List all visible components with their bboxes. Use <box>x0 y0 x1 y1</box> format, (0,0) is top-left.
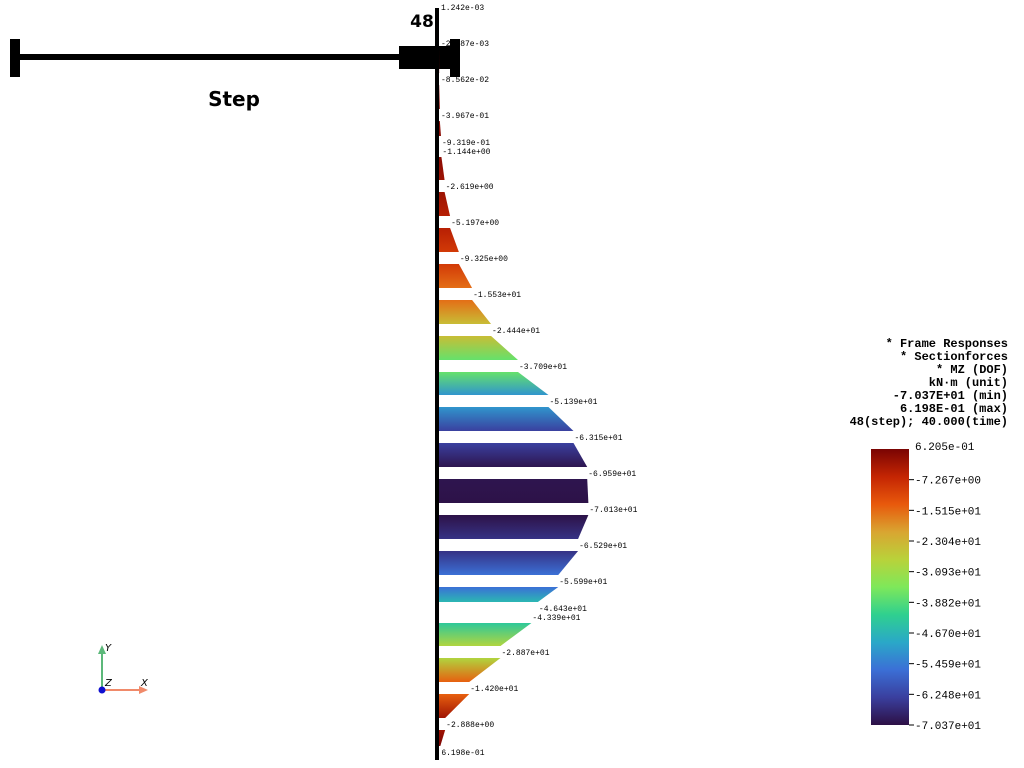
force-band <box>439 372 549 395</box>
value-label: -2.444e+01 <box>492 327 540 336</box>
value-label: 6.198e-01 <box>441 749 484 758</box>
force-band <box>439 121 441 136</box>
x-label: X <box>140 678 149 689</box>
force-band <box>439 658 501 682</box>
slider-knob[interactable] <box>399 46 455 69</box>
legend-title: * Sectionforces <box>900 350 1008 364</box>
colorbar-label: 6.205e-01 <box>915 442 975 454</box>
force-band <box>439 407 574 431</box>
value-label: -9.319e-01 <box>442 139 490 148</box>
value-label: -1.553e+01 <box>473 291 521 300</box>
colorbar-label: -7.037e+01 <box>915 721 981 733</box>
colorbar-label: -6.248e+01 <box>915 690 981 702</box>
y-arrow <box>98 645 106 654</box>
colorbar-label: -3.882e+01 <box>915 598 981 610</box>
colorbar-label: -3.093e+01 <box>915 568 981 580</box>
value-label: -1.420e+01 <box>470 685 518 694</box>
value-label: -6.529e+01 <box>579 542 627 551</box>
colorbar <box>871 449 909 725</box>
value-label: 1.242e-03 <box>441 4 484 13</box>
slider-title: Step <box>208 87 260 111</box>
axes-triad: Y Z X <box>98 643 149 694</box>
force-band <box>439 300 492 324</box>
value-label: -4.643e+01 <box>539 605 587 614</box>
force-band <box>439 85 440 109</box>
value-label: -7.013e+01 <box>589 506 637 515</box>
legend-title: * MZ (DOF) <box>936 363 1008 377</box>
force-band <box>439 228 459 252</box>
value-labels: 1.242e-03 -2.487e-03 -8.562e-02 -3.967e-01 -… <box>441 4 638 758</box>
force-band <box>439 551 579 575</box>
force-band <box>439 730 446 746</box>
value-label: -6.959e+01 <box>588 470 636 479</box>
value-label: -2.487e-03 <box>441 40 489 49</box>
force-diagram <box>439 13 589 746</box>
force-band <box>439 623 532 646</box>
colorbar-label: -4.670e+01 <box>915 629 981 641</box>
value-label: -2.887e+01 <box>501 649 549 658</box>
force-band <box>439 443 588 467</box>
value-label: -6.315e+01 <box>575 434 623 443</box>
slider-value: 48 <box>410 12 434 32</box>
colorbar-label: -7.267e+00 <box>915 476 981 488</box>
legend-title: 48(step); 40.000(time) <box>850 415 1008 429</box>
y-label: Y <box>105 643 112 654</box>
value-label: -3.967e-01 <box>441 112 489 121</box>
slider-cap <box>10 39 20 77</box>
x-arrow <box>139 686 148 694</box>
force-band <box>439 587 559 602</box>
legend-title: 6.198E-01 (max) <box>900 402 1008 416</box>
force-band <box>439 694 470 718</box>
force-band <box>439 264 473 288</box>
value-label: -8.562e-02 <box>441 76 489 85</box>
force-band <box>439 515 589 539</box>
value-label: -1.144e+00 <box>442 148 490 157</box>
force-band <box>439 336 519 360</box>
z-label: Z <box>104 678 113 689</box>
value-label: -3.709e+01 <box>519 363 567 372</box>
colorbar-label: -1.515e+01 <box>915 506 981 518</box>
value-label: -2.619e+00 <box>446 183 494 192</box>
step-slider[interactable]: 48 Step <box>10 12 460 111</box>
value-label: -2.888e+00 <box>446 721 494 730</box>
value-label: -4.339e+01 <box>532 614 580 623</box>
legend-title: kN·m (unit) <box>929 376 1008 390</box>
legend: * Frame Responses* Sectionforces* MZ (DO… <box>850 337 1008 733</box>
z-axis <box>98 686 106 694</box>
legend-title: * Frame Responses <box>886 337 1008 351</box>
force-band <box>439 479 589 503</box>
force-band <box>439 192 451 216</box>
value-label: -5.599e+01 <box>559 578 607 587</box>
colorbar-label: -2.304e+01 <box>915 537 981 549</box>
value-label: -5.139e+01 <box>549 398 597 407</box>
value-label: -5.197e+00 <box>451 219 499 228</box>
value-label: -9.325e+00 <box>460 255 508 264</box>
force-band <box>439 157 445 180</box>
legend-title: -7.037E+01 (min) <box>893 389 1008 403</box>
colorbar-label: -5.459e+01 <box>915 660 981 672</box>
